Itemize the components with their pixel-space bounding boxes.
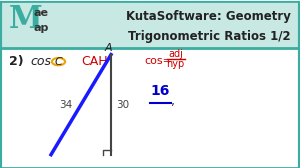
- Text: cos=: cos=: [144, 56, 172, 66]
- Text: M: M: [9, 4, 43, 35]
- Circle shape: [52, 58, 65, 65]
- Text: C: C: [55, 57, 62, 67]
- FancyBboxPatch shape: [0, 48, 300, 168]
- Text: ap: ap: [33, 23, 48, 33]
- Text: hyp: hyp: [167, 59, 184, 69]
- Text: cos: cos: [30, 55, 51, 68]
- FancyBboxPatch shape: [0, 1, 300, 48]
- Text: ae: ae: [33, 8, 48, 18]
- Text: adj: adj: [168, 49, 183, 59]
- Text: 16: 16: [150, 84, 170, 98]
- Text: Trigonometric Ratios 1/2: Trigonometric Ratios 1/2: [128, 30, 291, 43]
- Text: CAH: CAH: [81, 55, 108, 68]
- Text: 2): 2): [9, 55, 24, 68]
- Text: 34: 34: [59, 100, 73, 110]
- Text: KutaSoftware: Geometry: KutaSoftware: Geometry: [126, 10, 291, 23]
- Text: ,: ,: [171, 95, 175, 108]
- Text: A: A: [104, 43, 112, 53]
- Text: 30: 30: [116, 100, 130, 110]
